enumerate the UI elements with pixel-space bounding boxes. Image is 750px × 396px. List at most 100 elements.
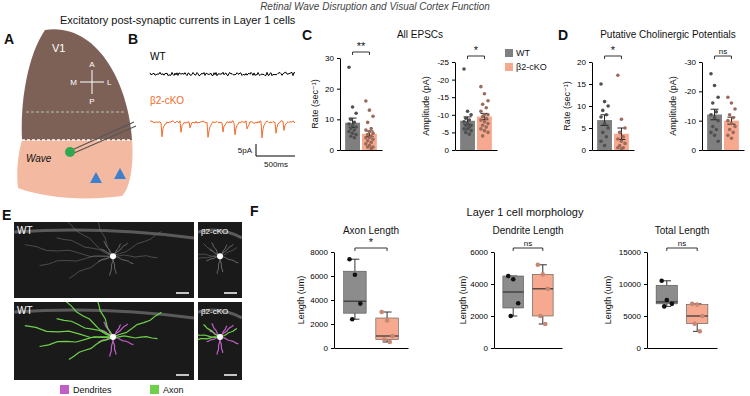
data-point (462, 127, 466, 131)
axon-trace (57, 238, 113, 256)
neuron (198, 230, 242, 274)
y-axis: 0-10-20-30 (684, 58, 702, 155)
axis-line (647, 253, 648, 349)
bar (477, 117, 492, 150)
y-axis: 02000400060008000 (310, 248, 334, 353)
y-axis: 0102030 (325, 54, 340, 155)
significance-label: ns (719, 47, 727, 56)
data-point (716, 95, 720, 99)
significance-bracket (715, 56, 732, 59)
axon-trace (69, 256, 113, 278)
data-point (620, 117, 624, 121)
whisker (697, 324, 698, 332)
data-point (462, 120, 466, 124)
tick-mark (452, 62, 455, 63)
tick-mark (337, 89, 340, 90)
data-point (468, 118, 472, 122)
tick: -10 (684, 117, 702, 126)
micrograph: β2-cKO (189, 222, 242, 298)
data-point (481, 134, 485, 138)
data-point (484, 106, 488, 110)
significance-label: * (474, 44, 479, 56)
data-point (347, 122, 351, 126)
data-point (351, 131, 355, 135)
data-point (464, 117, 468, 121)
panel-b: WTβ2-cKO5pA500ms (150, 51, 295, 169)
data-point (506, 274, 511, 279)
axon-trace (198, 337, 220, 340)
data-point (733, 125, 737, 129)
image-scale-bar (176, 374, 189, 376)
y-axis: 050001000015000 (619, 248, 648, 353)
chart-title: Dendrite Length (492, 225, 563, 236)
tick: 10 (325, 115, 340, 124)
data-point (538, 314, 543, 319)
tick-mark (589, 62, 592, 63)
legend-swatch (60, 385, 69, 394)
whisker (513, 308, 514, 316)
axon-trace (113, 231, 161, 256)
data-point (364, 142, 368, 146)
data-point (479, 127, 483, 131)
axis-line (702, 63, 703, 151)
axon-trace (113, 336, 157, 339)
data-point (483, 92, 487, 96)
data-point (369, 141, 373, 145)
y-axis: 05101520 (577, 58, 592, 155)
layer-boundary (26, 112, 126, 113)
significance-bracket (605, 56, 622, 59)
data-point (709, 72, 713, 76)
tick-mark (331, 300, 334, 301)
tick-label: -5 (442, 128, 450, 137)
data-point (599, 115, 603, 119)
tick-label: 20 (577, 58, 586, 67)
chart: 05101520Rate (sec⁻¹)* (562, 44, 635, 155)
data-point (599, 139, 603, 143)
tick-label: 8000 (310, 248, 328, 257)
data-point (728, 128, 732, 132)
box (344, 271, 367, 313)
whisker (354, 313, 355, 319)
tick-label: 0 (637, 344, 642, 353)
tick: 0 (330, 146, 340, 155)
axis-title: Length (um) (296, 276, 306, 325)
data-point (469, 113, 473, 117)
data-point (353, 121, 357, 125)
whisker (354, 259, 355, 271)
layer-boundary (22, 139, 132, 141)
data-point (516, 301, 521, 306)
tick-label: -10 (684, 117, 696, 126)
legend-swatch (150, 385, 159, 394)
legend-swatch (505, 63, 513, 71)
axis-line (703, 150, 745, 151)
neuron (198, 310, 242, 355)
tick: 4000 (310, 296, 334, 305)
dendrite-trace (113, 256, 133, 263)
data-point (620, 147, 624, 150)
data-point (709, 131, 713, 135)
tick: 0 (637, 344, 647, 353)
panel-letter: E (2, 207, 11, 223)
box (503, 276, 524, 308)
data-point (726, 134, 730, 138)
tick: -25 (437, 58, 455, 67)
data-point (350, 317, 355, 322)
axis-title: Rate (sec⁻¹) (562, 81, 572, 130)
tick: -20 (684, 87, 702, 96)
axis-line (341, 150, 383, 151)
chart: 0200040006000Length (um)Dendrite Lengthn… (458, 225, 564, 353)
tick-mark (699, 62, 702, 63)
data-point (605, 113, 609, 117)
panel-a: Excitatory post-synaptic currents in Lay… (17, 14, 296, 198)
tick-mark (337, 119, 340, 120)
compass-label: P (89, 97, 94, 106)
tick-label: 10000 (619, 280, 642, 289)
data-point (479, 118, 483, 122)
compass-label: A (89, 60, 95, 69)
tick-mark (589, 128, 592, 129)
data-point (464, 124, 468, 128)
data-point (466, 109, 470, 113)
x-axis (648, 348, 718, 350)
scale-bar (256, 144, 257, 156)
data-point (385, 318, 390, 323)
